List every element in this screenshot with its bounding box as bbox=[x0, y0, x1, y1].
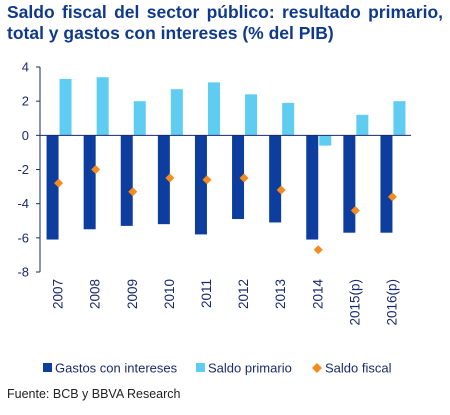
y-tick-label: -8 bbox=[17, 265, 29, 280]
bar-gastos-intereses bbox=[232, 135, 245, 220]
x-tick-label: 2015(p) bbox=[347, 279, 362, 326]
markers-layer bbox=[54, 165, 397, 255]
marker-saldo-fiscal bbox=[239, 173, 249, 183]
bar-saldo-primario bbox=[393, 101, 406, 136]
bar-saldo-primario bbox=[245, 94, 258, 136]
legend-label: Saldo primario bbox=[208, 361, 292, 376]
bar-gastos-intereses bbox=[306, 135, 319, 240]
legend-swatch-fiscal bbox=[312, 363, 322, 373]
legend-swatch-primario bbox=[196, 363, 205, 372]
y-tick-label: -4 bbox=[17, 196, 29, 211]
marker-saldo-fiscal bbox=[202, 175, 212, 185]
bar-saldo-primario bbox=[207, 82, 220, 136]
bar-saldo-primario bbox=[59, 78, 72, 136]
x-tick-label: 2016(p) bbox=[384, 279, 399, 326]
source-note: Fuente: BCB y BBVA Research bbox=[7, 387, 181, 401]
bars-layer bbox=[46, 77, 406, 240]
x-tick-label: 2009 bbox=[125, 279, 140, 309]
y-tick-label: 4 bbox=[22, 60, 29, 75]
y-tick-label: -6 bbox=[17, 230, 29, 245]
y-tick-label: -2 bbox=[17, 162, 29, 177]
y-tick-label: 2 bbox=[22, 94, 29, 109]
marker-saldo-fiscal bbox=[350, 206, 360, 215]
x-tick-label: 2007 bbox=[51, 279, 66, 309]
marker-saldo-fiscal bbox=[313, 245, 323, 255]
x-tick-label: 2010 bbox=[162, 279, 177, 309]
x-tick-label: 2012 bbox=[236, 279, 251, 309]
marker-saldo-fiscal bbox=[276, 185, 286, 195]
x-tick-label: 2014 bbox=[310, 279, 325, 310]
chart-title: Saldo fiscal del sector público: resulta… bbox=[7, 2, 443, 43]
bar-gastos-intereses bbox=[157, 135, 170, 225]
marker-saldo-fiscal bbox=[387, 192, 397, 202]
marker-saldo-fiscal bbox=[165, 173, 175, 183]
y-tick-label: 0 bbox=[22, 128, 29, 143]
x-tick-label: 2013 bbox=[273, 279, 288, 309]
bar-saldo-primario bbox=[96, 77, 109, 136]
bar-saldo-primario bbox=[356, 114, 369, 136]
marker-saldo-fiscal bbox=[128, 187, 138, 197]
axes-layer: 2007 2008 2009 2010 2011 2012 2013 2014 2015(p) 2… bbox=[17, 60, 411, 326]
bar-saldo-primario bbox=[133, 101, 146, 136]
legend-label: Saldo fiscal bbox=[325, 361, 392, 376]
legend-label: Gastos con intereses bbox=[55, 361, 178, 376]
bar-saldo-primario bbox=[319, 135, 332, 146]
bar-gastos-intereses bbox=[83, 135, 96, 230]
bar-saldo-primario bbox=[170, 89, 183, 136]
bar-gastos-intereses bbox=[120, 135, 133, 226]
bar-gastos-intereses bbox=[269, 135, 282, 223]
x-tick-label: 2011 bbox=[199, 279, 214, 308]
bar-saldo-primario bbox=[282, 102, 295, 136]
bar-gastos-intereses bbox=[194, 135, 207, 235]
bar-gastos-intereses bbox=[380, 135, 393, 233]
legend-swatch-gastos bbox=[43, 363, 52, 372]
bar-gastos-intereses bbox=[343, 135, 356, 233]
marker-saldo-fiscal bbox=[54, 178, 64, 188]
legend: Gastos con intereses Saldo primario Saldo … bbox=[43, 361, 392, 376]
bar-gastos-intereses bbox=[46, 135, 59, 240]
x-tick-label: 2008 bbox=[88, 279, 103, 309]
marker-saldo-fiscal bbox=[91, 165, 101, 174]
